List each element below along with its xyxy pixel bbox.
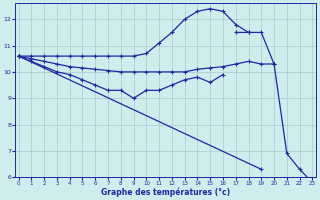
X-axis label: Graphe des températures (°c): Graphe des températures (°c): [101, 187, 230, 197]
